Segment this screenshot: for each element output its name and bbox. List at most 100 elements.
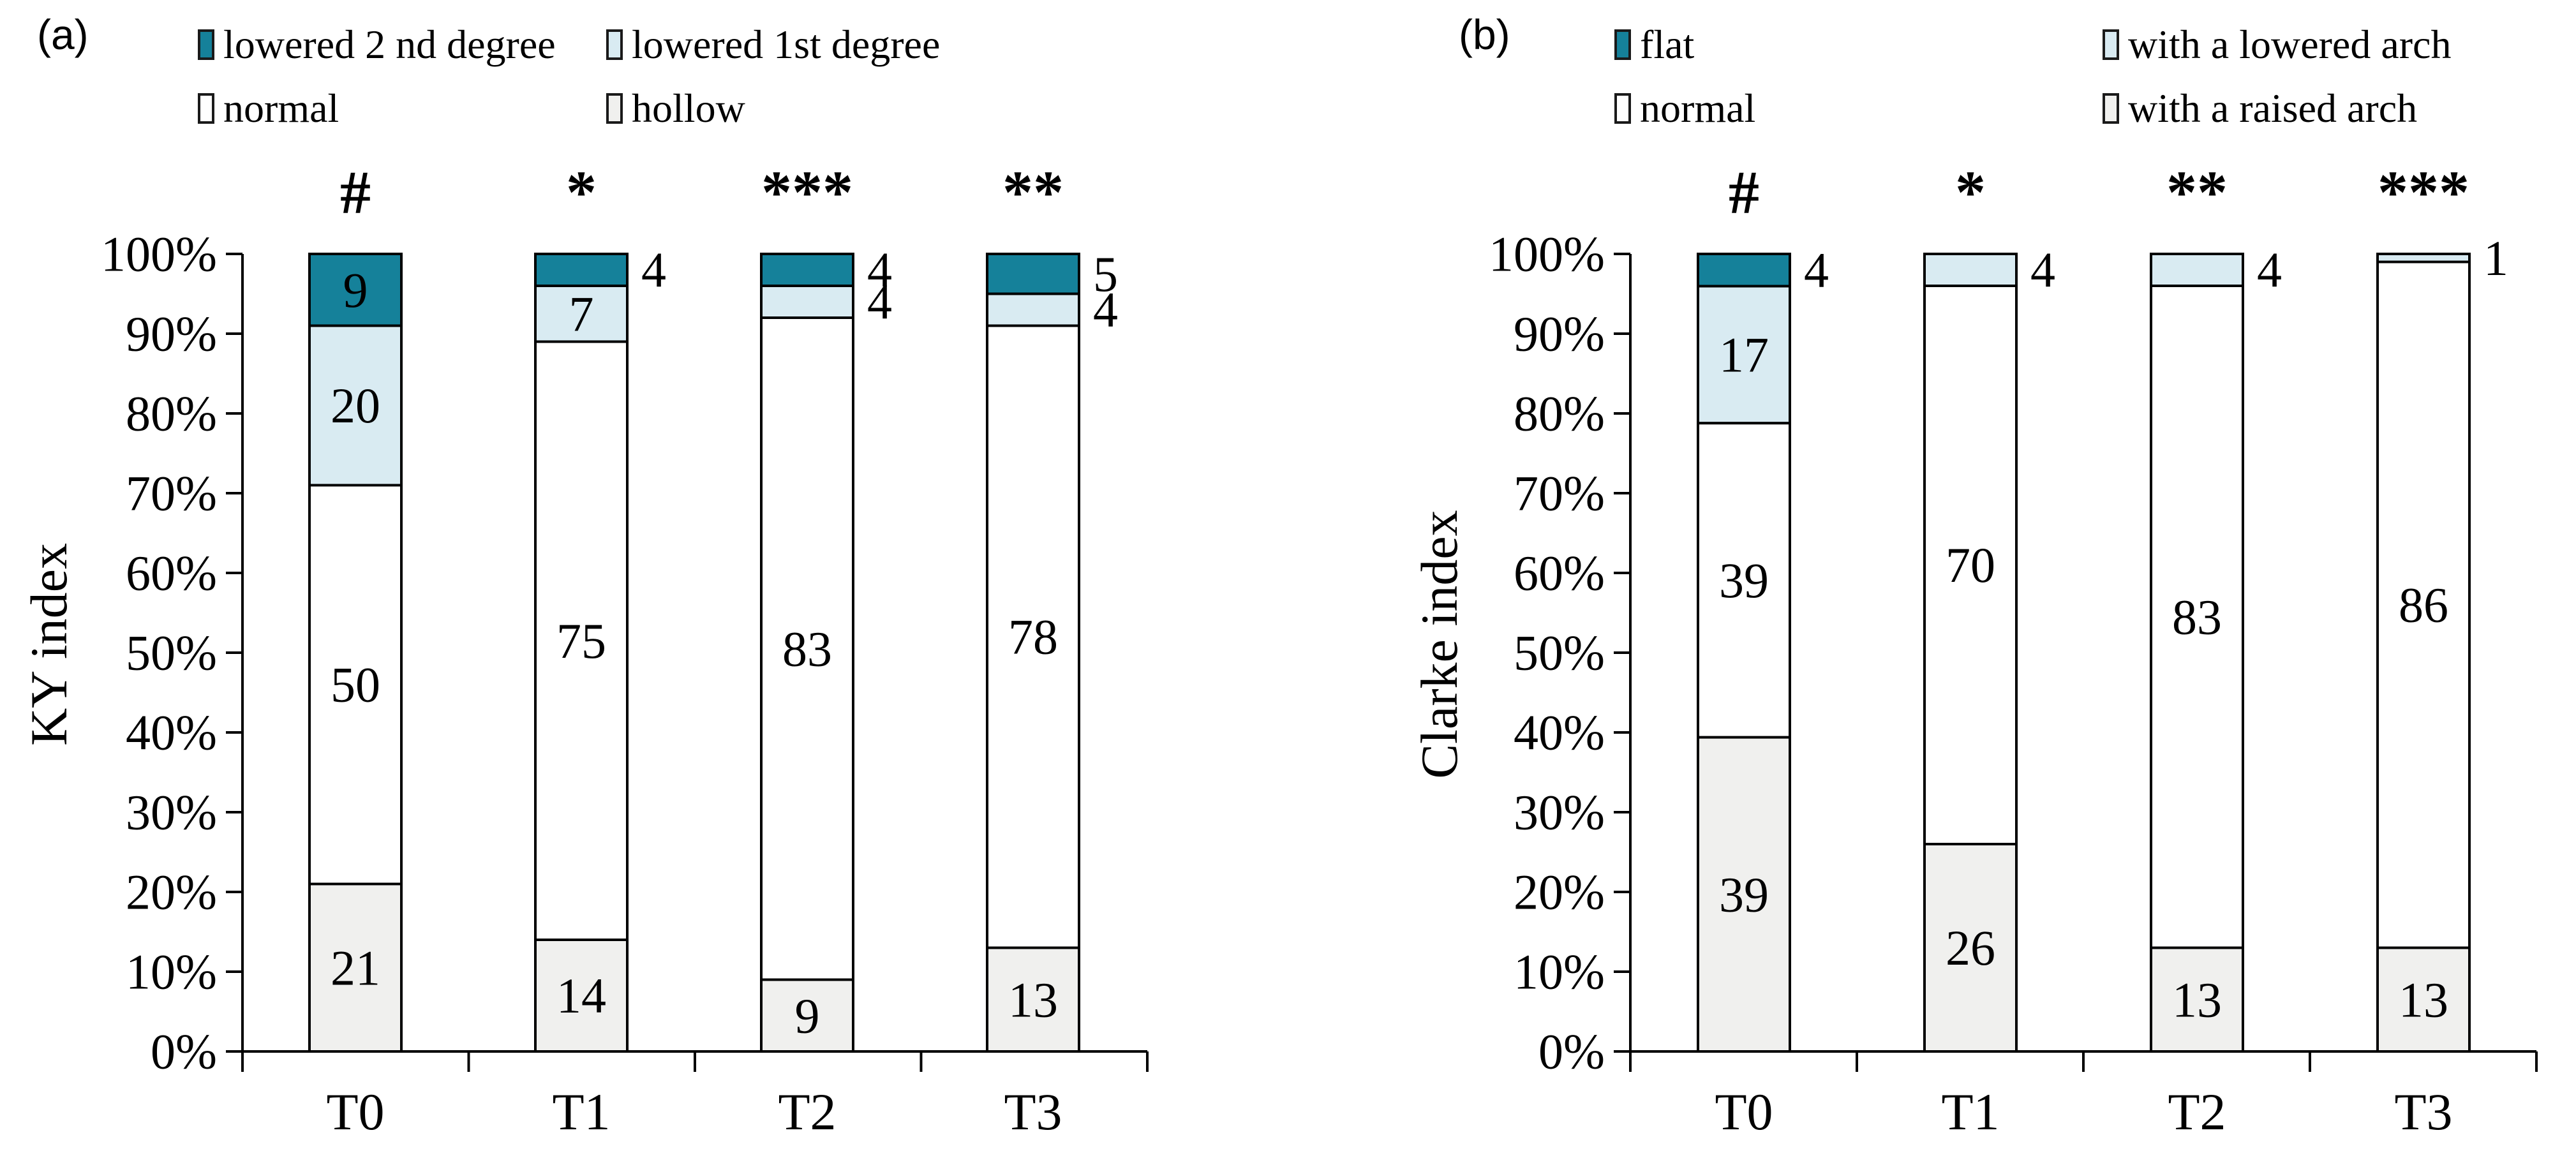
legend-label: normal — [223, 85, 339, 131]
category-label: T1 — [1941, 1083, 1999, 1141]
legend-item: normal — [198, 79, 339, 138]
legend-item: with a lowered arch — [2103, 15, 2451, 74]
legend-label: lowered 1st degree — [632, 22, 941, 67]
significance-annotation: ** — [1002, 158, 1064, 226]
bar-segment-light_gray — [2150, 946, 2244, 1053]
segment-value-label: 86 — [2399, 577, 2448, 633]
panel-b-label: (b) — [1459, 11, 1510, 58]
segment-value-label: 50 — [331, 657, 380, 713]
bar-segment-light_blue — [2150, 253, 2244, 287]
segment-value-label: 39 — [1719, 553, 1769, 608]
legend-label: with a lowered arch — [2128, 22, 2452, 67]
bar-segment-white — [2376, 260, 2471, 949]
segment-value-label: 21 — [331, 940, 380, 995]
segment-value-label: 4 — [1093, 282, 1118, 338]
y-axis-title-clarke-index: Clarke index — [1410, 510, 1468, 779]
legend-item: lowered 1st degree — [606, 15, 940, 74]
y-axis-tick-label: 90% — [1514, 306, 1605, 362]
legend-swatch-normal — [198, 93, 214, 124]
segment-value-label: 4 — [1804, 242, 1829, 298]
legend-swatch-lowered-2nd-degree — [198, 29, 214, 60]
y-axis-tick-label: 70% — [1514, 466, 1605, 521]
segment-value-label: 83 — [782, 621, 832, 676]
segment-value-label: 75 — [556, 613, 606, 669]
y-axis-tick-label: 50% — [126, 625, 217, 681]
bar-segment-light_gray — [986, 946, 1080, 1053]
legend-swatch-lowered-1st-degree — [606, 29, 623, 60]
segment-value-label: 4 — [2030, 242, 2055, 298]
legend-item: flat — [1614, 15, 1694, 74]
y-axis-tick-label: 50% — [1514, 625, 1605, 681]
segment-value-label: 70 — [1946, 537, 1995, 593]
y-axis-tick-label: 30% — [1514, 785, 1605, 840]
bar-segment-light_gray — [534, 939, 629, 1053]
segment-value-label: 4 — [641, 242, 666, 298]
segment-value-label: 13 — [2399, 972, 2448, 1027]
significance-annotation: # — [1729, 158, 1759, 226]
bar-segment-teal — [1697, 253, 1791, 288]
category-label: T2 — [778, 1083, 836, 1141]
segment-value-label: 20 — [331, 378, 380, 433]
y-axis-tick-label: 20% — [126, 865, 217, 920]
segment-value-label: 17 — [1719, 327, 1769, 382]
y-axis-tick-label: 100% — [101, 226, 217, 282]
y-axis-tick-label: 60% — [126, 546, 217, 601]
bar-segment-light_blue — [534, 285, 629, 343]
significance-annotation: # — [340, 158, 371, 226]
legend-item: hollow — [606, 79, 745, 138]
segment-value-label: 1 — [2483, 230, 2508, 286]
significance-annotation: ** — [2166, 158, 2228, 226]
bar-segment-teal — [308, 253, 403, 327]
y-axis-tick-label: 80% — [126, 386, 217, 442]
segment-value-label: 4 — [867, 274, 892, 330]
segment-value-label: 9 — [795, 988, 820, 1043]
significance-annotation: * — [1955, 158, 1986, 226]
legend-label: normal — [1640, 85, 1756, 131]
legend-label: flat — [1640, 22, 1695, 67]
bar-segment-teal — [760, 253, 854, 287]
category-label: T3 — [1004, 1083, 1062, 1141]
segment-value-label: 4 — [867, 242, 892, 298]
panel-a-label: (a) — [37, 11, 89, 58]
y-axis-tick-label: 10% — [126, 944, 217, 1000]
legend-item: with a raised arch — [2103, 79, 2417, 138]
legend-swatch-flat — [1614, 29, 1631, 60]
segment-value-label: 5 — [1093, 246, 1118, 302]
legend-label: lowered 2 nd degree — [223, 22, 556, 67]
significance-annotation: *** — [2378, 158, 2469, 226]
segment-value-label: 26 — [1946, 920, 1995, 976]
category-label: T2 — [2168, 1083, 2226, 1141]
bar-segment-light_blue — [2376, 253, 2471, 264]
category-label: T3 — [2394, 1083, 2452, 1141]
legend-swatch-normal — [1614, 93, 1631, 124]
segment-value-label: 9 — [343, 262, 368, 318]
legend-swatch-hollow — [606, 93, 623, 124]
bar-segment-white — [760, 316, 854, 981]
y-axis-tick-label: 60% — [1514, 546, 1605, 601]
y-axis-tick-label: 40% — [1514, 705, 1605, 761]
legend-swatch-with-a-lowered-arch — [2103, 29, 2119, 60]
segment-value-label: 7 — [569, 286, 594, 341]
bar-segment-teal — [534, 253, 629, 287]
segment-value-label: 13 — [2172, 972, 2222, 1027]
legend-item: normal — [1614, 79, 1755, 138]
bar-segment-light_blue — [986, 292, 1080, 327]
segment-value-label: 4 — [2257, 242, 2282, 298]
category-label: T0 — [326, 1083, 384, 1141]
legend-label: with a raised arch — [2128, 85, 2418, 131]
significance-annotation: * — [566, 158, 597, 226]
y-axis-tick-label: 0% — [151, 1024, 217, 1080]
significance-annotation: *** — [761, 158, 853, 226]
y-axis-tick-label: 30% — [126, 785, 217, 840]
bar-segment-white — [1697, 422, 1791, 739]
segment-value-label: 78 — [1008, 609, 1058, 665]
category-label: T0 — [1715, 1083, 1773, 1141]
bar-segment-light_blue — [760, 285, 854, 319]
segment-value-label: 13 — [1008, 972, 1058, 1027]
y-axis-tick-label: 100% — [1489, 226, 1605, 282]
y-axis-title-ky-index: KY index — [20, 542, 78, 746]
legend-swatch-with-a-raised-arch — [2103, 93, 2119, 124]
bar-segment-light_blue — [1923, 253, 2018, 287]
